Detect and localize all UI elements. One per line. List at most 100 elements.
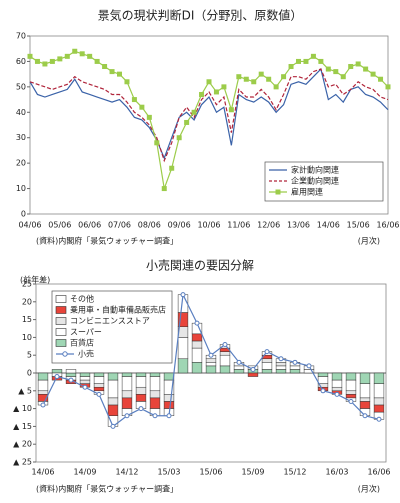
bar-segment: [121, 372, 133, 377]
y-tick-label: ▲ 15: [13, 422, 32, 431]
bar-segment: [79, 372, 91, 377]
point: [87, 53, 93, 59]
y-tick-label: 25: [22, 280, 32, 289]
x-tick-label: 11/06: [227, 221, 250, 230]
bar-segment: [149, 390, 161, 399]
point: [184, 119, 190, 125]
point: [64, 53, 70, 59]
x-tick-label: 08/06: [138, 221, 161, 230]
point: [288, 64, 294, 70]
bar-segment: [289, 369, 301, 374]
x-tick-label: 12/06: [257, 221, 280, 230]
y-tick-label: 10: [16, 184, 26, 193]
bar-segment: [93, 386, 105, 392]
bar-segment: [359, 383, 371, 399]
point: [376, 416, 382, 422]
point: [278, 356, 284, 362]
x-tick-label: 13/06: [287, 221, 310, 230]
legend-swatch: [55, 317, 67, 325]
bar-segment: [345, 372, 357, 381]
point: [40, 402, 46, 408]
x-tick-label: 06/06: [78, 221, 101, 230]
chart-title: 小売関連の要因分解: [146, 258, 254, 273]
point: [68, 377, 74, 383]
x-tick-label: 09/06: [168, 221, 191, 230]
legend-label: 小売: [78, 349, 94, 359]
bar-segment: [79, 376, 91, 381]
point: [82, 384, 88, 390]
point: [34, 58, 40, 64]
legend-label: 家計動向関連: [291, 165, 339, 175]
bar-segment: [163, 401, 175, 409]
bar-segment: [275, 369, 287, 374]
legend-swatch: [55, 295, 67, 303]
point: [180, 292, 186, 298]
legend-swatch: [55, 328, 67, 336]
legend-label: 雇用関連: [291, 187, 323, 197]
point: [161, 186, 167, 192]
x-tick-label: 14/06: [31, 468, 54, 477]
bar-segment: [275, 365, 287, 370]
source: (資料)内閣府「景気ウォッチャー調査」: [36, 484, 178, 494]
point: [228, 107, 234, 113]
bar-segment: [331, 379, 343, 388]
point: [176, 135, 182, 141]
bar-segment: [191, 347, 203, 363]
point: [348, 398, 354, 404]
bar-segment: [93, 372, 105, 377]
bar-segment: [163, 372, 175, 381]
x-tick-label: 15/06: [199, 468, 222, 477]
point: [191, 109, 197, 115]
bar-segment: [37, 372, 49, 381]
point: [236, 74, 242, 80]
bar-segment: [93, 376, 105, 384]
bar-segment: [219, 365, 231, 374]
point: [258, 71, 264, 77]
bar-segment: [345, 390, 357, 395]
bar-segment: [107, 404, 119, 416]
legend-label: その他: [70, 294, 94, 304]
point: [320, 388, 326, 394]
point: [250, 366, 256, 372]
bar-segment: [177, 337, 189, 360]
bar-segment: [219, 351, 231, 356]
bar-segment: [373, 397, 385, 406]
y-tick-label: 0: [21, 210, 26, 219]
bar-segment: [359, 397, 371, 402]
y-tick-label: ▲ 5: [18, 386, 32, 395]
point: [138, 406, 144, 412]
bar-segment: [135, 376, 147, 388]
point: [152, 413, 158, 419]
x-tick-label: 16/03: [325, 468, 348, 477]
bar-segment: [233, 369, 245, 374]
point: [362, 413, 368, 419]
y-tick-label: 70: [16, 32, 26, 41]
bar-segment: [345, 394, 357, 399]
point: [166, 413, 172, 419]
plot-frame: [29, 35, 389, 215]
bar-segment: [163, 394, 175, 402]
point: [102, 64, 108, 70]
bar-segment: [373, 404, 385, 413]
bar-segment: [121, 376, 133, 392]
y-tick-label: 15: [22, 315, 32, 324]
point: [221, 84, 227, 90]
point: [318, 58, 324, 64]
point: [57, 56, 63, 62]
legend-label: スーパー: [70, 328, 102, 337]
y-tick-label: 20: [22, 297, 32, 306]
y-tick-label: ▲ 20: [13, 440, 32, 449]
bar-segment: [317, 376, 329, 384]
bar-segment: [233, 365, 245, 370]
y-tick-label: 50: [16, 82, 26, 91]
point: [206, 79, 212, 85]
point: [378, 76, 384, 82]
point: [208, 352, 214, 358]
bar-segment: [205, 358, 217, 363]
bar-segment: [135, 372, 147, 377]
bar-segment: [373, 383, 385, 399]
x-tick-label: 15/06: [347, 221, 370, 230]
bar-segment: [275, 362, 287, 367]
point: [292, 359, 298, 365]
